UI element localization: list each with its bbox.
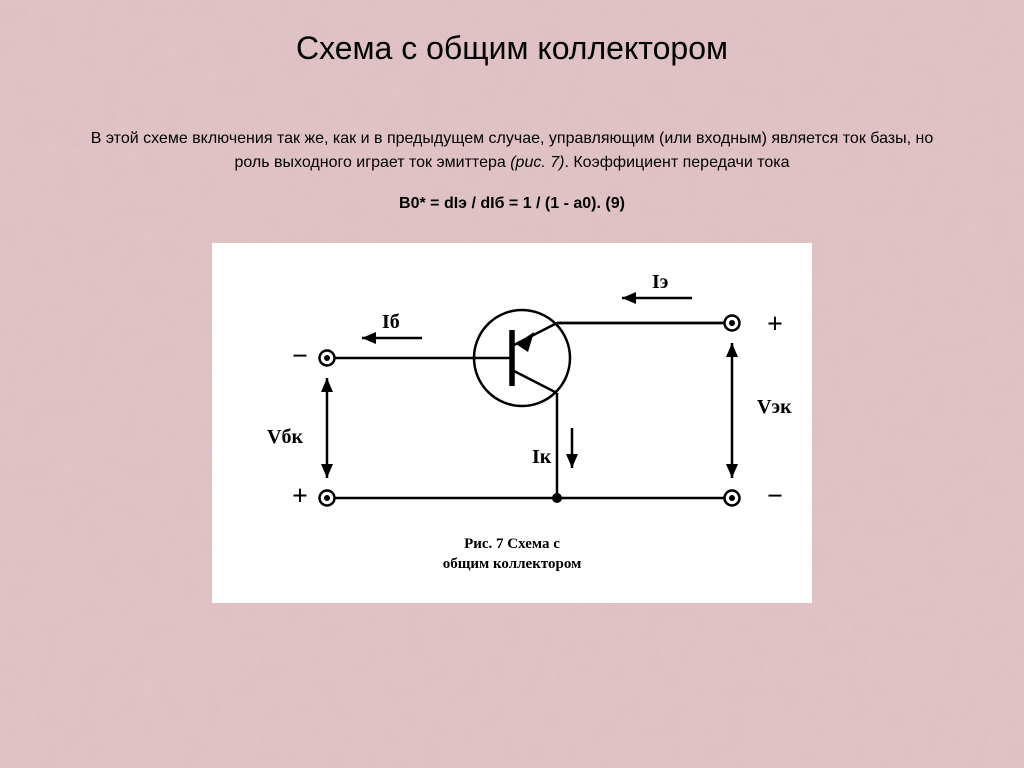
description-paragraph: В этой схеме включения так же, как и в п… xyxy=(72,127,952,175)
svg-text:−: − xyxy=(292,341,308,372)
svg-text:+: + xyxy=(767,309,783,340)
svg-text:общим коллектором: общим коллектором xyxy=(443,556,582,572)
svg-text:Vэк: Vэк xyxy=(757,396,792,418)
svg-text:Iб: Iб xyxy=(382,311,400,333)
svg-text:Vбк: Vбк xyxy=(267,426,303,448)
svg-text:Iк: Iк xyxy=(532,446,552,468)
svg-text:Рис. 7 Схема с: Рис. 7 Схема с xyxy=(464,536,560,552)
formula: B0* = dIэ / dIб = 1 / (1 - a0). (9) xyxy=(60,195,964,213)
page-title: Схема с общим коллектором xyxy=(60,30,964,67)
svg-text:+: + xyxy=(292,481,308,512)
svg-text:−: − xyxy=(767,481,783,512)
svg-text:Iэ: Iэ xyxy=(652,271,668,293)
circuit-diagram: Iб Iэ Iк Vбк Vэк − + + − Рис. 7 Схема с общим колл… xyxy=(212,243,812,603)
